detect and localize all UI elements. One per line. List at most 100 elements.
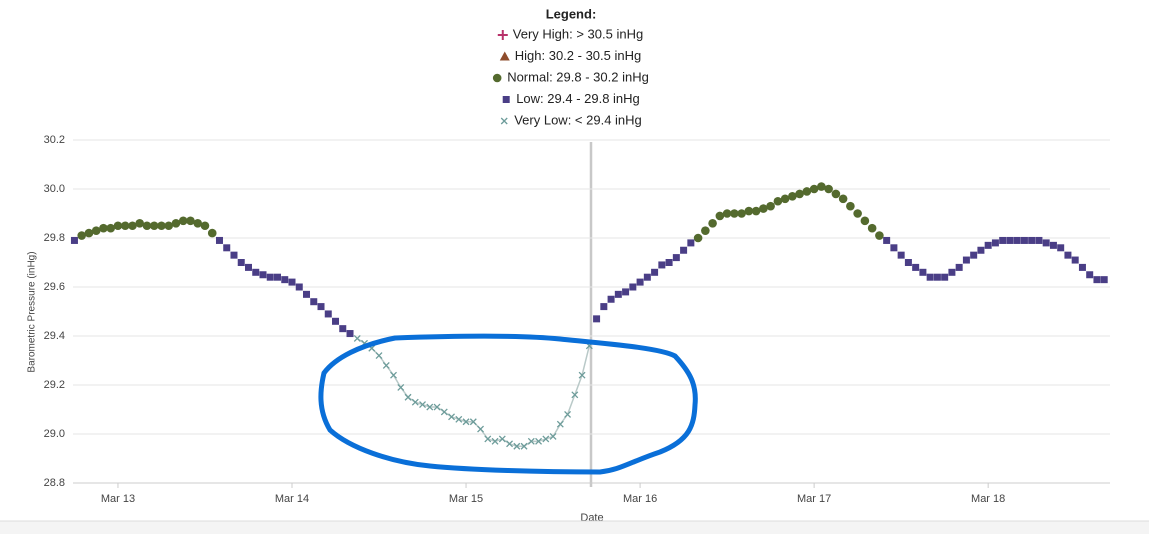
marker <box>643 273 651 281</box>
marker <box>1078 263 1086 271</box>
marker <box>708 219 717 228</box>
legend-marker <box>499 51 510 61</box>
marker <box>1042 239 1050 247</box>
marker <box>419 401 426 409</box>
marker <box>904 259 912 266</box>
marker <box>128 221 137 231</box>
marker <box>527 437 535 445</box>
marker <box>722 209 732 218</box>
marker <box>149 221 159 231</box>
marker <box>281 276 289 284</box>
x-tick-label: Mar 14 <box>275 493 309 505</box>
marker <box>433 403 441 411</box>
y-tick-label: 30.0 <box>44 183 65 195</box>
marker <box>564 410 572 418</box>
series-line <box>356 337 591 447</box>
marker <box>411 398 419 406</box>
marker <box>629 283 637 291</box>
marker <box>295 283 303 291</box>
marker <box>346 330 354 338</box>
marker <box>469 418 477 426</box>
marker <box>788 192 797 201</box>
marker <box>266 273 274 281</box>
marker <box>324 310 332 318</box>
marker <box>875 231 884 240</box>
marker <box>651 268 659 276</box>
marker <box>223 244 231 252</box>
legend-label: Very High: > 30.5 inHg <box>513 26 643 41</box>
marker <box>1057 244 1065 252</box>
marker <box>912 263 920 271</box>
marker <box>897 251 905 259</box>
marker <box>404 393 412 401</box>
legend-title: Legend: <box>546 6 597 21</box>
marker <box>164 221 174 231</box>
marker <box>984 241 992 249</box>
marker <box>962 256 970 264</box>
marker <box>701 226 710 235</box>
y-tick-label: 29.6 <box>44 281 65 293</box>
marker <box>795 189 804 199</box>
marker <box>578 371 586 379</box>
marker <box>303 290 311 298</box>
marker <box>91 226 101 235</box>
marker <box>693 233 703 243</box>
marker <box>933 273 941 281</box>
marker <box>375 352 383 360</box>
marker <box>867 223 877 233</box>
marker <box>237 259 245 266</box>
marker <box>1086 271 1094 279</box>
marker <box>687 239 695 247</box>
marker <box>397 383 405 391</box>
x-tick-label: Mar 16 <box>623 493 657 505</box>
marker <box>382 361 390 369</box>
legend-marker <box>500 117 508 125</box>
marker <box>1071 256 1079 264</box>
marker <box>339 325 347 333</box>
marker <box>207 228 217 238</box>
marker <box>498 435 506 443</box>
marker <box>991 239 999 247</box>
marker <box>600 303 608 311</box>
y-tick-label: 29.0 <box>44 428 65 440</box>
marker <box>1006 236 1014 244</box>
marker <box>831 189 841 199</box>
marker <box>77 231 87 240</box>
marker <box>751 206 761 216</box>
marker <box>744 206 754 216</box>
marker <box>948 268 956 276</box>
marker <box>999 236 1007 244</box>
marker <box>1100 276 1108 284</box>
marker <box>288 278 296 286</box>
marker <box>332 317 340 325</box>
marker <box>171 219 181 228</box>
marker <box>680 246 688 254</box>
marker <box>926 273 934 281</box>
marker <box>535 437 543 445</box>
marker <box>99 223 108 233</box>
y-tick-label: 29.8 <box>44 232 65 244</box>
marker <box>106 223 116 233</box>
legend-label: Normal: 29.8 - 30.2 inHg <box>507 69 649 84</box>
marker <box>455 415 463 423</box>
marker <box>665 259 673 266</box>
marker <box>513 442 521 450</box>
marker <box>157 221 166 231</box>
marker <box>955 263 963 271</box>
marker <box>890 244 898 252</box>
legend-label: High: 30.2 - 30.5 inHg <box>515 48 641 63</box>
marker <box>1013 236 1021 244</box>
marker <box>506 440 514 448</box>
marker <box>317 303 325 311</box>
marker <box>252 268 260 276</box>
y-tick-label: 29.2 <box>44 379 65 391</box>
marker <box>491 437 499 445</box>
marker <box>440 408 448 416</box>
marker <box>230 251 238 259</box>
x-tick-label: Mar 18 <box>971 493 1005 505</box>
marker <box>715 211 725 221</box>
y-tick-label: 29.4 <box>44 330 65 342</box>
x-tick-label: Mar 13 <box>101 493 135 505</box>
marker <box>809 184 819 194</box>
